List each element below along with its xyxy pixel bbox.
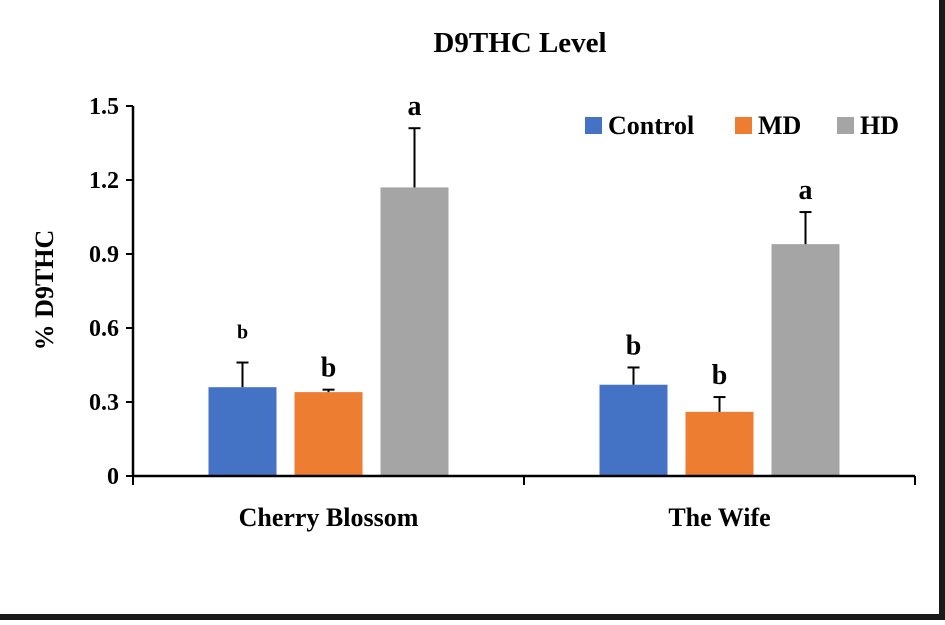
legend-label-md: MD xyxy=(758,111,801,140)
legend-label-hd: HD xyxy=(860,111,899,140)
x-tick-label-2: The Wife xyxy=(668,503,770,532)
significance-letter-md-1: b xyxy=(321,353,337,384)
significance-letter-hd-1: a xyxy=(408,91,422,122)
bar-hd-1 xyxy=(380,187,449,476)
bar-md-1 xyxy=(294,392,363,476)
frame-edge-right xyxy=(939,0,945,620)
significance-letter-control-1: b xyxy=(237,322,248,344)
y-tick-label-6: 1.5 xyxy=(89,94,119,120)
plot-area: b b a Cherry Blossom b b a The Wife 0 0.3 0.6 0.9 1.… xyxy=(89,91,916,532)
significance-letter-hd-2: a xyxy=(799,175,813,206)
bar-control-2 xyxy=(599,384,668,476)
y-tick-label-1: 0 xyxy=(107,464,119,490)
y-axis-label: % D9THC xyxy=(30,230,59,351)
chart-title: D9THC Level xyxy=(433,27,606,59)
legend-swatch-control xyxy=(585,117,602,134)
frame-edge-bottom xyxy=(0,614,945,620)
y-tick-label-4: 0.9 xyxy=(89,242,119,268)
significance-letter-md-2: b xyxy=(712,360,728,391)
y-tick-label-2: 0.3 xyxy=(89,390,119,416)
x-tick-label-1: Cherry Blossom xyxy=(239,503,419,532)
y-tick-label-5: 1.2 xyxy=(89,168,119,194)
bar-md-2 xyxy=(685,411,754,476)
significance-letter-control-2: b xyxy=(626,330,642,361)
bar-hd-2 xyxy=(771,244,840,476)
bar-control-1 xyxy=(208,387,277,476)
y-tick-label-3: 0.6 xyxy=(89,316,119,342)
legend-swatch-md xyxy=(735,117,752,134)
legend-label-control: Control xyxy=(608,111,694,140)
legend-swatch-hd xyxy=(837,117,854,134)
